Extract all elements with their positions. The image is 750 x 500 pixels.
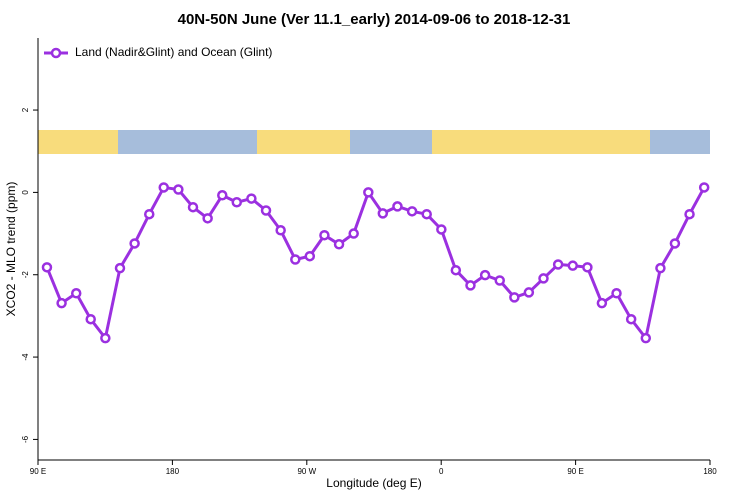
y-axis-label: XCO2 - MLO trend (ppm): [4, 182, 18, 317]
data-point: [392, 201, 403, 212]
data-point: [114, 262, 126, 274]
legend-marker: [50, 47, 62, 59]
x-tick-label: 90 E: [30, 467, 46, 476]
data-point: [509, 292, 520, 303]
data-point: [100, 332, 111, 344]
data-point: [596, 297, 608, 309]
map-strip: [38, 130, 710, 154]
y-tick-label: -2: [21, 271, 30, 279]
y-tick-label: -4: [21, 353, 30, 361]
data-point: [363, 187, 374, 198]
data-point: [479, 269, 491, 281]
data-point: [538, 273, 549, 284]
data-point: [465, 280, 476, 291]
data-point: [377, 208, 389, 219]
x-tick-label: 180: [703, 467, 717, 476]
y-tick-label: -6: [21, 435, 30, 443]
data-point: [669, 238, 681, 249]
chart-title: 40N-50N June (Ver 11.1_early) 2014-09-06…: [178, 11, 571, 28]
data-point: [611, 288, 622, 299]
data-point: [187, 201, 199, 213]
data-point: [275, 225, 286, 236]
data-point: [436, 224, 447, 235]
data-point: [144, 208, 155, 220]
data-point: [217, 190, 228, 201]
land: [257, 130, 350, 154]
data-point: [625, 313, 637, 325]
data-point: [552, 259, 564, 270]
data-point: [129, 238, 140, 249]
legend-label: Land (Nadir&Glint) and Ocean (Glint): [75, 45, 272, 59]
data-point: [231, 197, 243, 208]
data-point: [333, 239, 345, 250]
data-point: [70, 288, 82, 299]
data-point: [319, 229, 330, 241]
data-point: [421, 208, 432, 220]
land: [38, 130, 118, 154]
series-line: [45, 185, 706, 342]
data-point: [202, 213, 213, 224]
x-axis-label: Longitude (deg E): [326, 476, 421, 490]
data-point: [260, 205, 272, 216]
data-point: [640, 332, 652, 344]
x-tick-label: 180: [166, 467, 180, 476]
x-tick-label: 90 E: [567, 467, 583, 476]
x-tick-label: 0: [439, 467, 444, 476]
data-point: [567, 260, 579, 271]
y-tick-label: 2: [21, 107, 30, 112]
data-point: [348, 228, 359, 239]
data-point: [85, 313, 96, 325]
data-point: [304, 250, 316, 262]
data-point: [290, 254, 301, 265]
data-point: [698, 182, 710, 193]
data-point: [684, 208, 695, 220]
data-point: [246, 193, 257, 204]
land: [432, 130, 650, 154]
data-point: [494, 275, 505, 286]
y-tick-label: 0: [21, 190, 30, 195]
data-point: [523, 287, 535, 298]
data-point: [173, 184, 184, 195]
data-point: [406, 206, 418, 217]
x-tick-label: 90 W: [297, 467, 316, 476]
data-point: [582, 262, 593, 273]
data-point: [450, 264, 462, 276]
data-point: [655, 262, 666, 274]
data-point: [41, 262, 53, 273]
data-point: [158, 182, 169, 193]
data-point: [56, 297, 67, 309]
